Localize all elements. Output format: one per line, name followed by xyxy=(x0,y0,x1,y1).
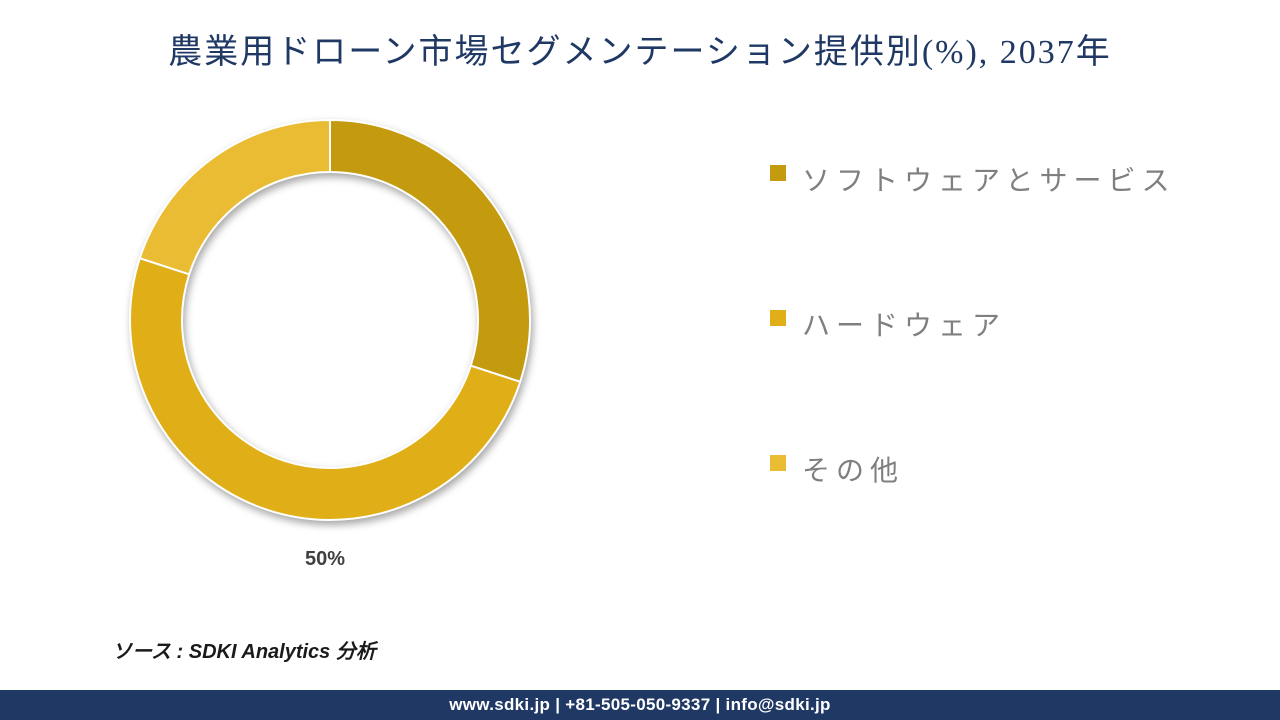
chart-title: 農業用ドローン市場セグメンテーション提供別(%), 2037年 xyxy=(0,24,1280,73)
legend-item-1: ハードウェア xyxy=(770,300,1240,353)
donut-segment-1 xyxy=(130,258,520,520)
legend-label: ソフトウェアとサービス xyxy=(802,155,1175,208)
legend-label: ハードウェア xyxy=(802,300,1006,353)
legend-item-0: ソフトウェアとサービス xyxy=(770,155,1240,208)
legend-item-2: その他 xyxy=(770,445,1240,498)
data-label-hardware: 50% xyxy=(305,548,345,571)
donut-chart-area: 50% xyxy=(120,110,640,630)
legend-marker-icon xyxy=(770,165,786,181)
donut-segment-2 xyxy=(140,120,330,274)
chart-legend: ソフトウェアとサービスハードウェアその他 xyxy=(770,155,1240,591)
legend-marker-icon xyxy=(770,310,786,326)
legend-marker-icon xyxy=(770,455,786,471)
donut-segment-0 xyxy=(330,120,530,382)
legend-label: その他 xyxy=(802,445,904,498)
source-label: ソース : SDKI Analytics 分析 xyxy=(112,635,376,664)
footer-text: www.sdki.jp | +81-505-050-9337 | info@sd… xyxy=(449,695,830,715)
footer-bar: www.sdki.jp | +81-505-050-9337 | info@sd… xyxy=(0,690,1280,720)
donut-chart xyxy=(120,110,540,530)
